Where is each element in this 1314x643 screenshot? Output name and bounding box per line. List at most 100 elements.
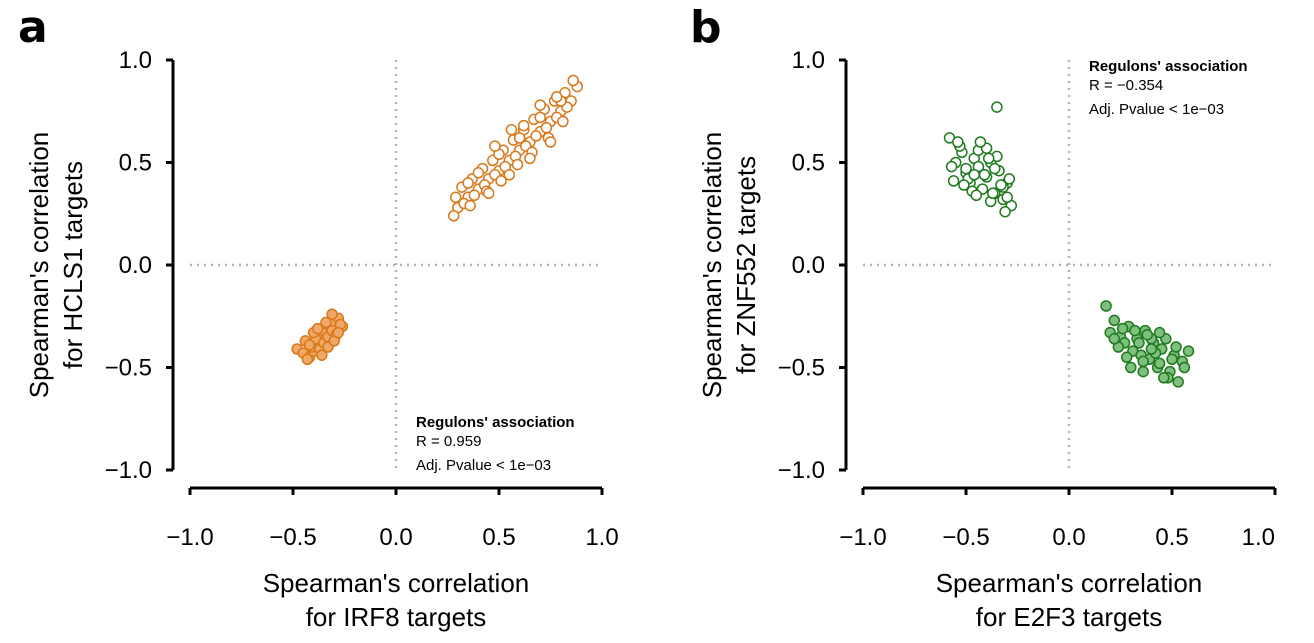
data-point-cluster-1: [989, 162, 1001, 175]
x-tick-label: −0.5: [942, 524, 989, 551]
annotation-title: Regulons' association: [416, 414, 575, 431]
annotation-r-value: R = −0.354: [1089, 77, 1163, 94]
data-point-cluster-2: [301, 353, 314, 366]
y-tick-label: 1.0: [792, 47, 825, 74]
data-point-cluster-1: [1003, 173, 1016, 185]
data-point-cluster-1: [534, 99, 546, 111]
data-point-cluster-2: [326, 308, 338, 320]
x-tick-label: 0.0: [1052, 524, 1085, 551]
data-point-cluster-2: [1108, 333, 1121, 345]
data-point-cluster-2: [1108, 314, 1121, 327]
panel-b: b 1.0 0.5 0.0 −0.5 −1.0 −1.0 −0.5 0.0 0.…: [690, 2, 1277, 632]
data-point-cluster-1: [550, 91, 563, 103]
data-point-cluster-1: [489, 140, 501, 152]
data-point-cluster-1: [524, 152, 536, 165]
data-point-cluster-2: [303, 339, 316, 351]
data-point-cluster-1: [978, 169, 991, 181]
x-tick-label: −1.0: [839, 524, 886, 551]
data-point-cluster-2: [1145, 343, 1158, 355]
x-axis-title: Spearman's correlation: [936, 568, 1203, 598]
data-point-cluster-1: [530, 130, 542, 142]
data-point-cluster-1: [517, 119, 530, 132]
data-point-cluster-1: [1001, 191, 1013, 204]
y-tick-label: −1.0: [105, 457, 152, 484]
y-tick-label: 0.0: [792, 252, 825, 279]
data-point-cluster-2: [311, 322, 324, 335]
x-tick-label: 0.5: [482, 524, 515, 551]
data-point-cluster-1: [995, 179, 1007, 191]
annotation-pvalue: Adj. Pvalue < 1e−03: [416, 457, 551, 474]
x-tick-label: 1.0: [1242, 524, 1275, 551]
y-tick-label: 0.0: [119, 252, 152, 279]
data-point-cluster-2: [1170, 341, 1182, 353]
data-point-cluster-2: [1116, 322, 1129, 335]
data-point-cluster-2: [1100, 300, 1112, 312]
data-point-cluster-2: [1137, 355, 1149, 368]
y-axis-title: for HCLS1 targets: [58, 161, 88, 369]
data-point-cluster-1: [982, 152, 995, 165]
y-axis-title: Spearman's correlation: [24, 132, 54, 399]
data-point-cluster-2: [1153, 326, 1166, 339]
annotation-pvalue: Adj. Pvalue < 1e−03: [1089, 101, 1224, 118]
y-axis-title: for ZNF552 targets: [731, 156, 761, 374]
data-point-cluster-1: [557, 115, 569, 128]
x-tick-label: 0.5: [1155, 524, 1188, 551]
data-point-cluster-1: [534, 111, 546, 124]
data-point-cluster-1: [513, 132, 526, 144]
data-point-cluster-1: [968, 169, 980, 181]
data-point-cluster-2: [1172, 376, 1184, 388]
x-tick-label: −0.5: [269, 524, 316, 551]
data-point-cluster-1: [540, 121, 553, 134]
panel-label: b: [690, 2, 722, 53]
data-point-cluster-1: [947, 175, 960, 187]
data-point-cluster-1: [974, 136, 987, 148]
data-point-cluster-2: [316, 349, 328, 361]
data-point-cluster-1: [468, 189, 481, 202]
data-point-cluster-1: [495, 175, 507, 187]
reference-lines: [190, 60, 602, 470]
data-point-cluster-1: [472, 167, 485, 179]
data-point-cluster-2: [1166, 353, 1178, 366]
y-tick-label: −1.0: [778, 457, 825, 484]
x-tick-label: 1.0: [585, 524, 618, 551]
data-point-cluster-1: [505, 123, 518, 136]
data-point-cluster-1: [999, 205, 1011, 218]
data-point-cluster-1: [987, 187, 999, 200]
data-points: [291, 74, 584, 366]
y-tick-label: 0.5: [119, 150, 152, 177]
data-point-cluster-1: [482, 187, 495, 200]
data-point-cluster-1: [991, 101, 1003, 113]
data-point-cluster-1: [511, 158, 524, 171]
x-axis-title: Spearman's correlation: [263, 568, 530, 598]
annotation-r-value: R = 0.959: [416, 433, 481, 450]
data-point-cluster-1: [958, 179, 970, 191]
data-point-cluster-2: [332, 326, 345, 339]
data-point-cluster-1: [462, 177, 474, 189]
data-point-cluster-1: [544, 136, 557, 148]
y-tick-label: 1.0: [119, 47, 152, 74]
data-point-cluster-2: [1120, 351, 1133, 364]
data-point-cluster-2: [1137, 365, 1149, 378]
data-point-cluster-2: [1129, 324, 1141, 337]
data-point-cluster-1: [567, 74, 579, 87]
data-point-cluster-1: [952, 136, 964, 148]
data-point-cluster-2: [320, 316, 332, 329]
data-points: [943, 101, 1195, 388]
y-tick-label: −0.5: [105, 355, 152, 382]
panel-a: a 1.0 0.5 0.0 −0.5 −1.0 −1.0 −0.5 0.0 0.…: [18, 2, 619, 632]
data-point-cluster-2: [1153, 357, 1166, 370]
x-tick-label: −1.0: [166, 524, 213, 551]
x-tick-label: 0.0: [379, 524, 412, 551]
x-axis-title: for E2F3 targets: [976, 602, 1162, 632]
data-point-cluster-2: [1178, 361, 1191, 374]
data-point-cluster-1: [447, 210, 460, 222]
data-point-cluster-2: [1133, 337, 1145, 349]
data-point-cluster-2: [1182, 345, 1195, 357]
panel-label: a: [18, 2, 48, 53]
data-point-cluster-1: [503, 169, 516, 181]
data-point-cluster-1: [945, 160, 958, 173]
x-axis-title: for IRF8 targets: [306, 602, 487, 632]
y-tick-label: −0.5: [778, 355, 825, 382]
data-point-cluster-1: [464, 199, 476, 212]
